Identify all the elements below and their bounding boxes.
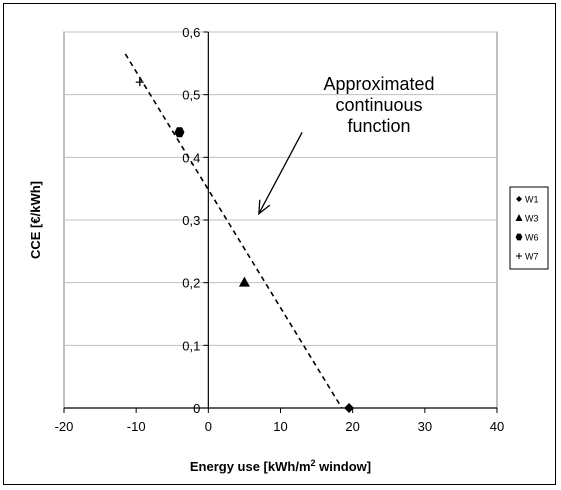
legend-label-w7: W7: [525, 252, 539, 262]
legend-label-w3: W3: [525, 214, 539, 224]
data-point-w1: [344, 403, 355, 413]
legend-marker-w1: [516, 196, 522, 202]
x-tick-label: 20: [345, 419, 359, 434]
trendline-dashed: [124, 53, 343, 409]
chart-frame: 0 0,1 0,2 0,3 0,4 0,5 0,6 -20 -10 0 10 20 30 40 Energy…: [3, 3, 556, 485]
x-tick-label: -10: [127, 419, 146, 434]
y-tick-label: 0: [193, 401, 200, 416]
y-axis-title: CCE [€/kWh]: [28, 181, 43, 259]
legend-label-w1: W1: [525, 195, 539, 205]
y-tick-label: 0,3: [182, 213, 200, 228]
x-tick-label: -20: [55, 419, 74, 434]
y-tick-label: 0,1: [182, 338, 200, 353]
scatter-chart: 00,10,20,30,40,50,6-20 -10 0 10 20 30 40Energy…: [28, 25, 549, 474]
legend-marker-w7: [516, 253, 522, 259]
data-point-w7: [135, 78, 144, 87]
x-tick-label: 40: [490, 419, 504, 434]
annotation-text-line: continuous: [335, 95, 422, 115]
legend-marker-w3: [515, 214, 523, 221]
x-tick-label: 0: [205, 419, 212, 434]
y-tick-label: 0,2: [182, 276, 200, 291]
x-tick-label: 30: [418, 419, 432, 434]
x-tick-label: 10: [273, 419, 287, 434]
data-point-w6: [174, 127, 185, 138]
annotation-arrow: [258, 131, 303, 215]
x-axis-title: Energy use [kWh/m2 window]: [190, 458, 371, 474]
data-point-w3: [238, 276, 250, 287]
annotation-text-line: Approximated: [323, 74, 434, 94]
y-tick-label: 0,6: [182, 25, 200, 40]
y-tick-label: 0,5: [182, 88, 200, 103]
annotation-arrowhead: [258, 199, 271, 216]
annotation-text-line: function: [347, 116, 410, 136]
legend-label-w6: W6: [525, 233, 539, 243]
legend-marker-w6: [515, 233, 523, 241]
legend-box: [509, 186, 549, 270]
